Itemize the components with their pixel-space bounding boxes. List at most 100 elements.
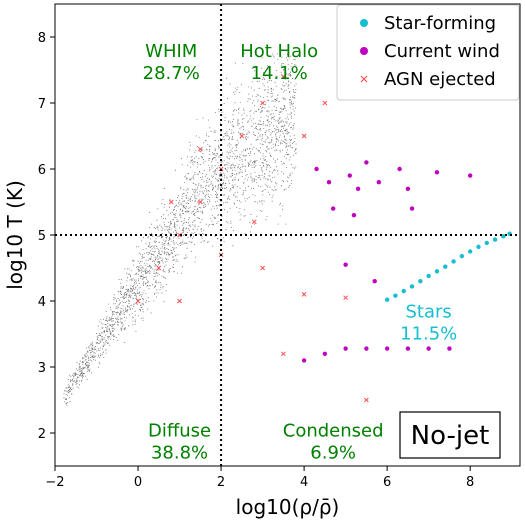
ejected-point <box>239 133 245 139</box>
wind-point <box>314 166 319 172</box>
y-tick-label: 5 <box>38 229 46 244</box>
phase-name: Diffuse <box>148 420 211 441</box>
starforming-point <box>501 234 506 239</box>
x-axis-ticks: −2 0 2 4 6 8 <box>45 466 474 490</box>
phase-name: Stars <box>406 302 452 323</box>
x-axis-label: log10(ρ/ρ̄) <box>236 495 340 519</box>
phase-fraction: 38.8% <box>151 442 208 463</box>
starforming-point <box>409 284 415 289</box>
x-tick-label: 8 <box>466 475 474 490</box>
panel-box <box>399 411 501 459</box>
wind-point <box>301 358 307 363</box>
panel-label: No-jet <box>411 421 490 451</box>
ejected-point <box>280 74 286 79</box>
ejected-point <box>197 146 203 152</box>
ejected-point <box>301 133 307 139</box>
phase-fraction: 28.7% <box>143 63 200 84</box>
phase-name: Hot Halo <box>240 41 318 62</box>
starforming-point <box>492 237 498 242</box>
scatter-layer <box>63 51 512 406</box>
ejected-point <box>156 265 162 271</box>
wind-point <box>447 346 452 351</box>
wind-point <box>364 346 369 351</box>
starforming-point <box>451 259 456 264</box>
ejected-point <box>177 232 182 238</box>
phase-dividers <box>55 4 520 466</box>
starforming-point <box>459 253 465 259</box>
ejected-point <box>364 397 369 403</box>
wind-point <box>376 180 382 185</box>
ejected-point <box>251 219 257 225</box>
y-tick-label: 6 <box>38 163 46 178</box>
wind-point <box>384 346 390 351</box>
wind-point <box>322 351 328 356</box>
y-axis-label: log10 T (K) <box>3 180 27 290</box>
ejected-point <box>343 295 348 301</box>
legend-marker-circle <box>360 19 368 27</box>
y-tick-label: 8 <box>38 31 46 46</box>
wind-point <box>372 279 377 284</box>
ejected-point <box>260 265 265 271</box>
starforming-point <box>426 273 431 279</box>
x-tick-label: 6 <box>383 475 391 490</box>
x-tick-label: −2 <box>45 475 64 490</box>
wind-point <box>405 346 411 351</box>
y-tick-label: 4 <box>38 295 46 310</box>
ejected-point <box>322 100 328 106</box>
legend-box <box>336 4 520 101</box>
phase-name: WHIM <box>145 41 197 62</box>
starforming-point <box>476 244 481 250</box>
ejected-point <box>301 292 307 297</box>
y-axis-ticks: 2 3 4 5 6 7 8 <box>38 31 55 442</box>
wind-point <box>434 170 440 175</box>
ejected-point <box>260 100 265 106</box>
x-tick-label: 2 <box>217 475 225 490</box>
wind-point <box>426 346 431 351</box>
wind-point <box>330 206 336 211</box>
series-current-wind <box>301 160 473 363</box>
starforming-point <box>418 279 423 284</box>
legend-marker-x <box>360 75 368 83</box>
ejected-point <box>135 298 141 304</box>
starforming-point <box>401 288 406 294</box>
legend-entry-label: Star-forming <box>384 13 496 34</box>
wind-point <box>343 346 348 351</box>
y-tick-label: 3 <box>38 361 46 376</box>
legend-marker-circle <box>360 47 368 55</box>
ejected-point <box>197 199 203 205</box>
wind-point <box>347 173 352 178</box>
legend-entry-label: Current wind <box>384 41 500 62</box>
starforming-point <box>484 240 489 246</box>
wind-point <box>467 173 473 178</box>
phase-fraction: 11.5% <box>400 324 457 345</box>
x-tick-label: 4 <box>300 475 308 490</box>
ejected-point <box>177 298 182 304</box>
x-tick-label: 0 <box>134 475 142 490</box>
y-tick-label: 2 <box>38 427 46 442</box>
phase-name: Condensed <box>283 420 384 441</box>
phase-fraction: 6.9% <box>310 442 356 463</box>
starforming-point <box>434 269 440 274</box>
legend: Star-forming Current wind AGN ejected <box>336 4 520 101</box>
ejected-point <box>168 199 174 205</box>
wind-point <box>405 186 411 191</box>
starforming-point <box>467 249 473 254</box>
wind-point <box>397 166 402 172</box>
ejected-point <box>280 351 286 357</box>
wind-point <box>351 213 357 218</box>
wind-point <box>326 180 332 185</box>
series-star-forming <box>384 231 512 302</box>
series-agn-ejected <box>135 74 369 403</box>
panel-label-box: No-jet <box>399 411 501 459</box>
wind-point <box>355 186 361 191</box>
starforming-point <box>393 293 398 298</box>
legend-entry-label: AGN ejected <box>384 69 496 90</box>
wind-point <box>343 262 348 267</box>
y-tick-label: 7 <box>38 97 46 112</box>
wind-point <box>409 206 415 211</box>
starforming-point <box>443 264 448 269</box>
starforming-point <box>384 297 390 302</box>
phase-fraction: 14.1% <box>251 63 308 84</box>
